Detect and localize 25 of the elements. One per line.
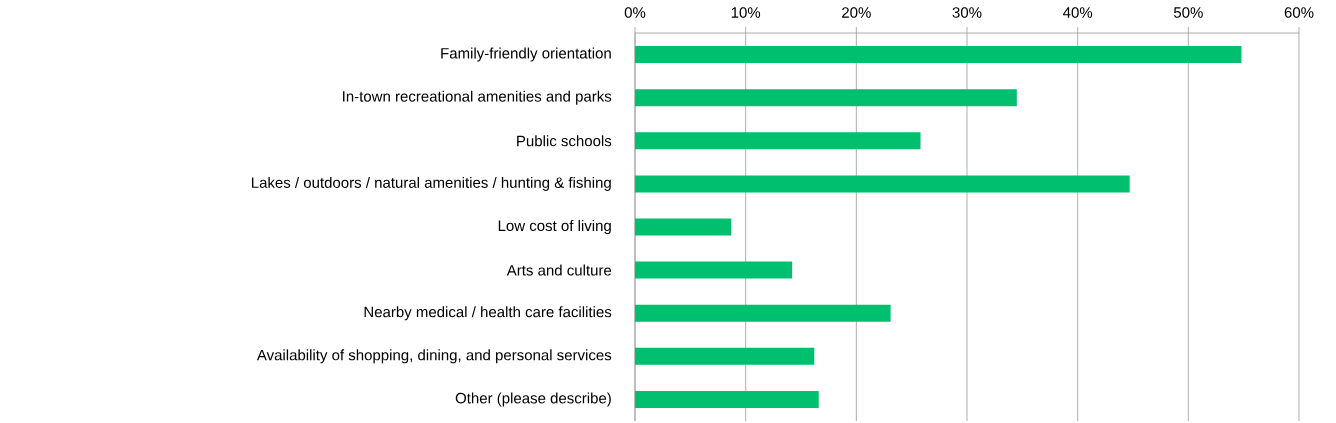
x-tick-label: 20%: [842, 7, 871, 18]
x-tick-label: 30%: [952, 7, 982, 18]
bar: [635, 46, 1242, 64]
bar: [635, 261, 793, 279]
x-tick-label: 60%: [1284, 7, 1314, 18]
y-tick-label: Lakes / outdoors / natural amenities / hunting & fishing: [251, 176, 611, 191]
y-tick-label: Other (please describe): [455, 392, 611, 407]
y-tick-label: Availability of shopping, dining, and personal services: [256, 349, 612, 364]
bar: [635, 347, 815, 365]
x-tick-label: 40%: [1063, 7, 1093, 18]
y-tick-label: Low cost of living: [498, 220, 611, 234]
bar: [635, 89, 1017, 107]
bar: [635, 304, 891, 322]
x-tick-label: 0%: [624, 7, 646, 18]
bar: [635, 390, 819, 408]
y-tick-label: Arts and culture: [506, 264, 612, 276]
y-tick-label: Nearby medical / health care facilities: [364, 306, 612, 321]
y-tick-label: Family-friendly orientation: [441, 47, 611, 62]
x-tick-label: 50%: [1173, 7, 1203, 18]
x-tick-label: 10%: [731, 7, 761, 18]
y-tick-label: Public schools: [517, 135, 612, 147]
bar: [635, 175, 1130, 193]
y-tick-label: In-town recreational amenities and parks: [343, 90, 612, 105]
bar: [635, 218, 732, 236]
bar: [635, 132, 921, 150]
